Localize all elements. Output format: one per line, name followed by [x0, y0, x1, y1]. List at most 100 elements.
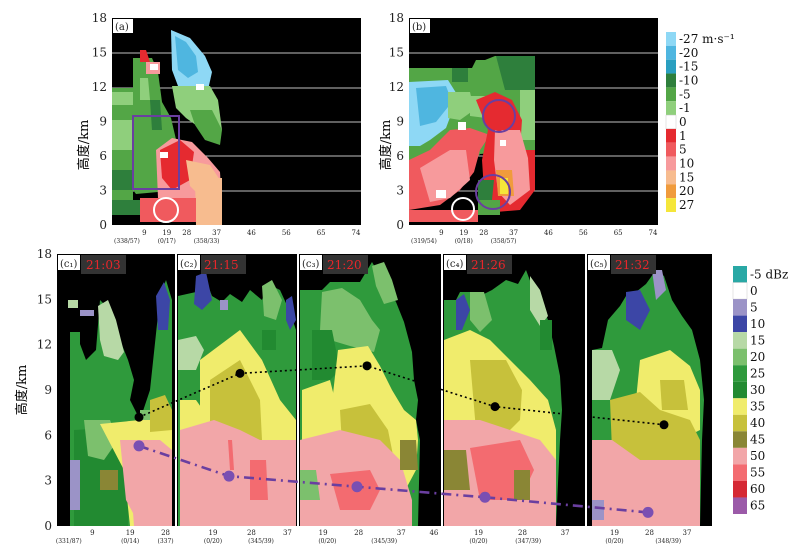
core-point-c3: [351, 481, 363, 493]
velocity-legend-label: -15: [679, 60, 698, 74]
velocity-legend-label: 20: [679, 184, 694, 198]
dbz-legend-swatch: [733, 447, 747, 465]
panel-a-xtick: 74: [352, 229, 361, 237]
panel-c2-xtick: 19: [209, 529, 218, 537]
panel-c2-time-bg: [201, 255, 246, 274]
dbz-legend-label: 50: [750, 449, 765, 463]
panel-c4-time-bg: [467, 255, 512, 274]
panel-c2-xtick: 37: [283, 529, 292, 537]
panel-c-ytick: 3: [44, 474, 52, 488]
ylabel-top-right: 高度/km: [378, 120, 394, 171]
dbz-legend-swatch: [733, 464, 747, 481]
echo-top-point-c4: [490, 402, 500, 412]
dbz-legend-label: 40: [750, 416, 765, 430]
panel-c1-xsub: (337): [157, 538, 173, 545]
velocity-legend-label: 27: [679, 198, 694, 212]
panel-a-xsub: (338/57): [114, 238, 140, 245]
velocity-legend-label: -10: [679, 73, 698, 87]
panel-c5-time-bg: [611, 255, 656, 274]
velocity-legend-swatch: [666, 198, 676, 212]
dbz-legend-swatch: [733, 398, 747, 415]
ylabel-bottom: 高度/km: [14, 365, 30, 416]
panel-c1-xtick: 28: [161, 529, 170, 537]
panel-a-purple-rectangle: [132, 115, 180, 190]
panel-c5-xtick: 37: [683, 529, 692, 537]
panel-b-xtick: 56: [579, 229, 588, 237]
panel-a-xtick: 28: [182, 229, 191, 237]
panel-b-xsub: (358/57): [491, 238, 517, 245]
velocity-legend-label: 15: [679, 170, 694, 184]
panel-b-ytick: 12: [389, 80, 404, 94]
panel-b-purple-circle-upper: [482, 99, 516, 133]
panel-c3-label-bg: [300, 255, 322, 270]
panel-c4-time: 21:26: [471, 258, 506, 272]
panel-c4-xsub: (0/20): [469, 538, 487, 545]
panel-c1-label-bg: [58, 255, 80, 270]
dbz-legend-label: 45: [750, 433, 765, 447]
panel-a-label: (a): [115, 22, 129, 33]
dbz-legend-swatch: [733, 365, 747, 382]
panel-c-row: (c₁) 21:03 (c₂) 21:15 (c₃) 21:20 (c₄) 21…: [57, 254, 712, 526]
panel-c4-xsub: (347/39): [515, 538, 541, 545]
velocity-legend-swatch: [666, 59, 676, 74]
velocity-legend-label: -27 m·s⁻¹: [679, 32, 735, 46]
velocity-legend-label: 1: [679, 129, 687, 143]
panel-a-xtick: 46: [247, 229, 256, 237]
panel-a-ytick: 0: [99, 218, 107, 232]
panel-c5-xtick: 28: [645, 529, 654, 537]
dbz-legend-label: 20: [750, 350, 765, 364]
panel-b-xsub: (319/54): [411, 238, 437, 245]
velocity-legend-swatch: [666, 87, 676, 102]
panel-c1-xtick: 19: [126, 529, 135, 537]
core-point-c5: [642, 506, 654, 518]
dbz-legend-swatch: [733, 266, 747, 283]
panel-c4-label: (c₄): [446, 259, 464, 270]
panel-a: (a): [112, 18, 361, 225]
panel-c-ytick: 15: [37, 292, 52, 306]
panel-c3-xsub: (345/39): [371, 538, 397, 545]
dbz-legend-swatch: [733, 315, 747, 333]
velocity-legend-swatch: [666, 45, 676, 60]
panel-c1-xsub: (331/87): [56, 538, 82, 545]
panel-c1-xsub: (0/14): [121, 538, 139, 545]
panel-a-velocity-field: [112, 30, 222, 225]
panel-b-xtick: 37: [509, 229, 518, 237]
panel-b-label: (b): [412, 22, 426, 33]
dbz-legend-swatch: [732, 282, 748, 300]
panel-c4-xtick: 19: [474, 529, 483, 537]
dbz-legend-label: -5 dBz: [750, 267, 788, 281]
panel-c2-xtick: 28: [247, 529, 256, 537]
dbz-legend-swatch: [733, 431, 747, 448]
track-layer: [133, 361, 669, 518]
panel-a-ytick: 18: [92, 11, 107, 25]
panel-a-ytick: 6: [99, 149, 107, 163]
panel-b-velocity-field: [409, 56, 535, 222]
panel-c3-xsub: (0/20): [318, 538, 336, 545]
dbz-legend-label: 25: [750, 366, 765, 380]
dbz-legend-label: 0: [750, 284, 758, 298]
core-point-c2: [223, 470, 235, 482]
panel-c5-label-bg: [588, 255, 610, 270]
panel-c1-time-bg: [81, 255, 126, 274]
panel-a-ytick: 3: [99, 184, 107, 198]
velocity-legend-label: -1: [679, 101, 691, 115]
velocity-legend-swatch: [666, 170, 676, 185]
panel-c5-xtick: 19: [610, 529, 619, 537]
panel-c1-label: (c₁): [60, 259, 78, 270]
panel-c3-time-bg: [323, 255, 368, 274]
panel-c-ytick: 18: [37, 247, 52, 261]
panel-c4-xtick: 37: [561, 529, 570, 537]
core-point-c4: [479, 491, 491, 503]
velocity-legend-swatch: [666, 142, 676, 157]
dbz-legend-label: 55: [750, 466, 765, 480]
panel-a-xtick: 56: [282, 229, 291, 237]
dbz-legend-label: 10: [750, 317, 765, 331]
dbz-legend-swatch: [733, 480, 747, 498]
panel-c2-reflectivity: [178, 272, 296, 526]
panel-b-ytick: 9: [396, 115, 404, 129]
panel-b-ytick: 18: [389, 11, 404, 25]
panel-a-xtick: 37: [212, 229, 221, 237]
panel-b-ytick: 3: [396, 184, 404, 198]
